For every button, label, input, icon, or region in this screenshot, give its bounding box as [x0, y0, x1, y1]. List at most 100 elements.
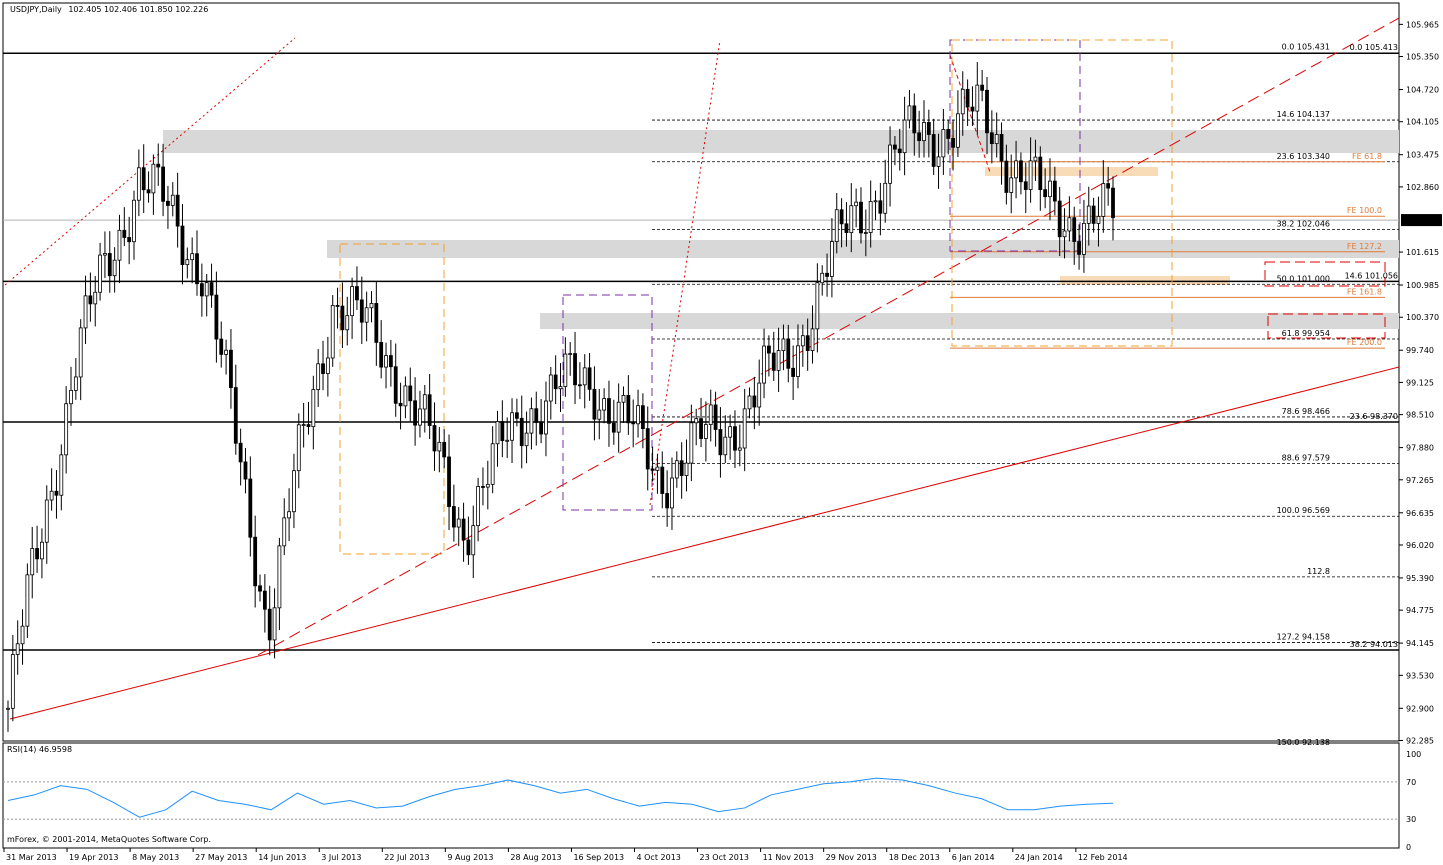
candle-body	[747, 395, 752, 410]
candle-body	[699, 418, 703, 439]
candle-body	[665, 493, 670, 509]
fib-label: 14.6 104.137	[1277, 110, 1330, 119]
candle-body	[127, 237, 132, 243]
candle-body	[175, 194, 180, 227]
price-tick-label: 102.860	[1406, 183, 1439, 192]
candle-body	[107, 253, 112, 277]
candle-body	[253, 536, 258, 587]
candle-body	[989, 132, 994, 145]
candle-body	[660, 466, 665, 494]
candle-body	[965, 88, 970, 108]
candle-body	[679, 460, 684, 476]
candle-body	[514, 412, 519, 419]
candle-body	[325, 357, 330, 374]
candle-body	[544, 400, 548, 435]
candle-body	[645, 428, 650, 470]
candle-body	[582, 367, 587, 386]
horizontal-levels-layer	[3, 52, 1399, 651]
candle-body	[146, 189, 151, 194]
candle-body	[403, 385, 408, 407]
candle-body	[762, 345, 766, 384]
price-tick-label: 104.105	[1406, 118, 1439, 127]
candle-body	[810, 328, 815, 351]
fe-zone	[1060, 276, 1230, 285]
zones-layer	[163, 130, 1399, 329]
candle-body	[204, 282, 209, 297]
candle-body	[393, 366, 398, 404]
candle-body	[199, 283, 204, 297]
candle-body	[1096, 215, 1101, 224]
time-tick-label: 22 Jul 2013	[384, 853, 429, 862]
fib-label: 127.2 94.158	[1277, 632, 1330, 641]
candle-body	[485, 483, 490, 488]
fe-label: FE 127.2	[1347, 242, 1382, 251]
candle-body	[490, 443, 495, 485]
candle-body	[917, 132, 922, 142]
candle-body	[689, 422, 694, 464]
time-tick-label: 31 Mar 2013	[6, 853, 57, 862]
candle-body	[301, 424, 306, 426]
candle-body	[820, 272, 825, 284]
candle-body	[568, 353, 573, 355]
candle-body	[684, 462, 689, 476]
support-resistance-zone	[163, 130, 1399, 153]
candle-body	[611, 422, 616, 433]
candle-body	[975, 84, 980, 112]
candle-body	[209, 282, 214, 296]
candle-body	[267, 608, 272, 641]
candle-body	[122, 229, 127, 238]
candle-body	[878, 200, 883, 214]
candle-body	[229, 349, 233, 388]
candle-body	[59, 454, 64, 496]
candle-body	[25, 574, 30, 627]
candle-body	[752, 395, 757, 408]
candle-body	[93, 291, 98, 305]
rsi-axis-label: 0	[1406, 843, 1411, 852]
rsi-axis-label: 100	[1406, 750, 1421, 759]
candle-body	[88, 295, 93, 305]
rsi-axis-label: 30	[1406, 815, 1416, 824]
candles-layer	[6, 62, 1115, 732]
rsi-title: RSI(14) 46.9598	[7, 745, 72, 754]
candle-body	[912, 105, 917, 134]
price-tick-label: 93.530	[1406, 671, 1434, 680]
candle-body	[170, 194, 175, 206]
target-box	[1267, 313, 1386, 339]
candle-body	[757, 382, 762, 408]
fib-label: 112.8	[1307, 567, 1330, 576]
candle-body	[233, 387, 238, 444]
candle-body	[451, 506, 456, 528]
ohlc-values: 102.405 102.406 101.850 102.226	[68, 5, 208, 14]
time-tick-label: 14 Jun 2013	[258, 853, 306, 862]
candle-body	[388, 355, 393, 368]
candle-body	[287, 511, 291, 519]
price-tick-label: 92.900	[1406, 704, 1434, 713]
purple-time-box	[562, 294, 653, 511]
candle-body	[54, 490, 59, 496]
candle-body	[883, 182, 888, 214]
time-tick-label: 24 Jan 2014	[1015, 853, 1063, 862]
current-price-tag	[1401, 214, 1442, 227]
candle-body	[432, 425, 437, 452]
candle-body	[742, 408, 747, 449]
candle-body	[345, 315, 350, 331]
fib-label: 150.0 92.138	[1277, 738, 1330, 747]
candle-body	[888, 144, 892, 184]
price-tick-label: 92.285	[1406, 736, 1434, 745]
candle-body	[863, 232, 868, 234]
candle-body	[1028, 160, 1033, 190]
candle-body	[893, 144, 897, 150]
candle-body	[69, 389, 73, 405]
candle-body	[190, 253, 195, 261]
time-tick-label: 11 Nov 2013	[763, 853, 814, 862]
fib-label: 38.2 102.046	[1277, 220, 1330, 229]
time-tick-label: 16 Sep 2013	[573, 853, 624, 862]
candle-body	[510, 412, 514, 441]
candle-body	[132, 199, 136, 243]
candle-body	[539, 422, 544, 435]
candle-body	[195, 253, 199, 285]
candle-body	[519, 417, 524, 447]
candle-body	[849, 205, 854, 234]
fib-label: 50.0 101.000	[1277, 274, 1330, 283]
